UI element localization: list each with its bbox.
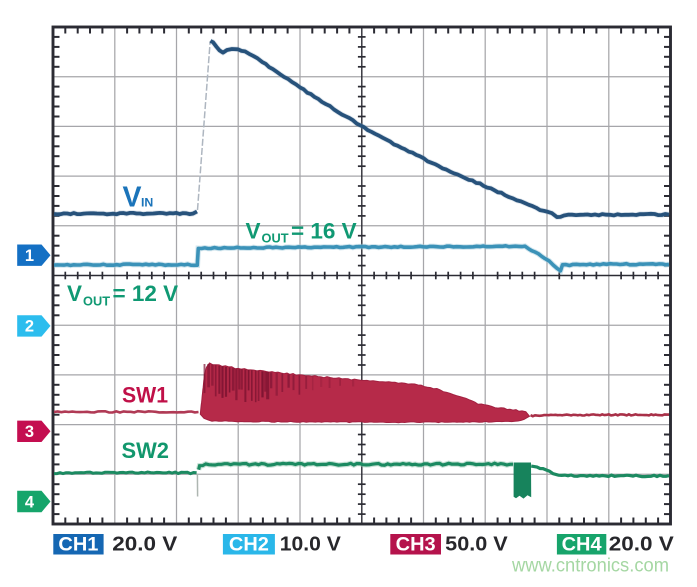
svg-text:10.0 V: 10.0 V: [280, 532, 341, 555]
svg-text:1: 1: [25, 247, 34, 265]
svg-text:20.0 V: 20.0 V: [609, 532, 674, 555]
svg-text:VOUT= 16 V: VOUT = 16 V: [246, 218, 357, 245]
svg-text:4: 4: [25, 493, 35, 511]
svg-text:20.0 V: 20.0 V: [112, 532, 177, 555]
svg-text:CH1: CH1: [58, 534, 98, 556]
svg-text:CH3: CH3: [396, 534, 436, 556]
svg-text:3: 3: [25, 423, 34, 441]
svg-text:SW2: SW2: [122, 438, 170, 463]
svg-text:VOUT= 12 V: VOUT = 12 V: [67, 281, 178, 308]
svg-text:CH2: CH2: [229, 534, 269, 556]
svg-text:SW1: SW1: [122, 383, 168, 408]
svg-text:www.cntronics.com: www.cntronics.com: [511, 555, 669, 576]
svg-text:2: 2: [25, 318, 34, 336]
svg-text:CH4: CH4: [562, 534, 602, 556]
svg-text:50.0 V: 50.0 V: [445, 532, 508, 555]
